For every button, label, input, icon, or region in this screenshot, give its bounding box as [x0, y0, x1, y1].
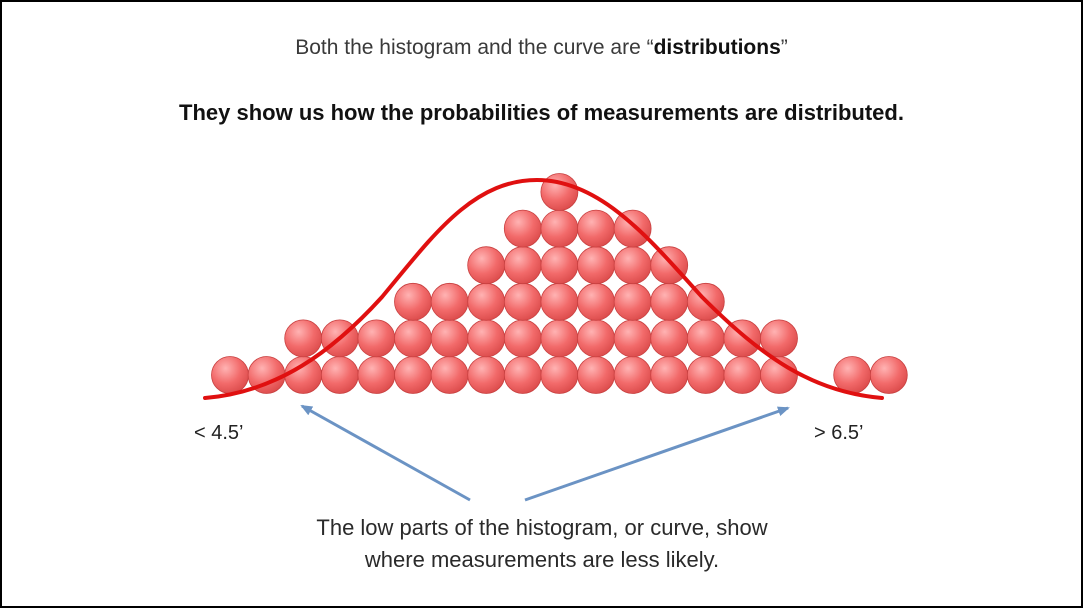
- subtitle-bold: distributions: [653, 36, 781, 59]
- histogram-ball: [540, 209, 579, 248]
- histogram-ball: [284, 356, 323, 394]
- histogram-ball: [577, 246, 615, 285]
- histogram-ball: [613, 246, 652, 285]
- histogram-ball: [503, 319, 542, 358]
- histogram-ball: [613, 319, 652, 358]
- histogram-balls: [211, 173, 908, 394]
- histogram-ball: [503, 209, 542, 248]
- histogram-ball: [540, 319, 579, 358]
- slide-headline: They show us how the probabilities of me…: [179, 100, 904, 125]
- axis-left-label: < 4.5’: [194, 422, 244, 444]
- histogram-ball: [650, 356, 689, 394]
- histogram-ball: [650, 282, 689, 321]
- histogram-ball: [467, 319, 506, 358]
- histogram-ball: [430, 356, 469, 394]
- histogram-ball: [357, 356, 396, 394]
- histogram-ball: [686, 319, 725, 358]
- histogram-ball: [540, 356, 579, 394]
- histogram-ball: [211, 356, 249, 394]
- histogram-ball: [503, 246, 542, 285]
- histogram-ball: [577, 356, 615, 394]
- histogram-ball: [430, 319, 469, 358]
- histogram-ball: [577, 209, 615, 248]
- histogram-ball: [723, 356, 762, 394]
- histogram-ball: [577, 319, 615, 358]
- histogram-ball: [650, 319, 689, 358]
- histogram-ball: [869, 356, 908, 394]
- histogram-ball: [650, 246, 689, 285]
- histogram-ball: [503, 282, 542, 321]
- histogram-ball: [467, 282, 506, 321]
- histogram-ball: [357, 319, 396, 358]
- histogram-ball: [613, 356, 652, 394]
- subtitle-suffix: ”: [780, 36, 788, 59]
- histogram-ball: [284, 319, 323, 358]
- histogram-ball: [540, 246, 579, 285]
- left-arrow: [300, 404, 471, 502]
- caption-line-2: where measurements are less likely.: [364, 547, 720, 572]
- histogram-ball: [577, 282, 615, 321]
- histogram-ball: [320, 356, 359, 394]
- histogram-ball: [467, 356, 506, 394]
- caption: The low parts of the histogram, or curve…: [292, 512, 792, 576]
- subtitle-prefix: Both the histogram and the curve are “: [295, 36, 654, 59]
- histogram-ball: [394, 282, 432, 321]
- histogram-ball: [540, 282, 579, 321]
- histogram-ball: [613, 282, 652, 321]
- distribution-curve: [203, 177, 884, 400]
- slide-subtitle: Both the histogram and the curve are “di…: [2, 36, 1081, 60]
- histogram-ball: [760, 319, 798, 358]
- histogram-ball: [394, 356, 432, 394]
- histogram-ball: [503, 356, 542, 394]
- histogram-ball: [686, 356, 725, 394]
- histogram-ball: [613, 209, 652, 248]
- axis-right-label: > 6.5’: [814, 422, 864, 444]
- histogram-ball: [430, 282, 469, 321]
- histogram-ball: [467, 246, 506, 285]
- caption-line-1: The low parts of the histogram, or curve…: [316, 515, 768, 540]
- histogram-ball: [394, 319, 432, 358]
- right-arrow: [524, 406, 790, 502]
